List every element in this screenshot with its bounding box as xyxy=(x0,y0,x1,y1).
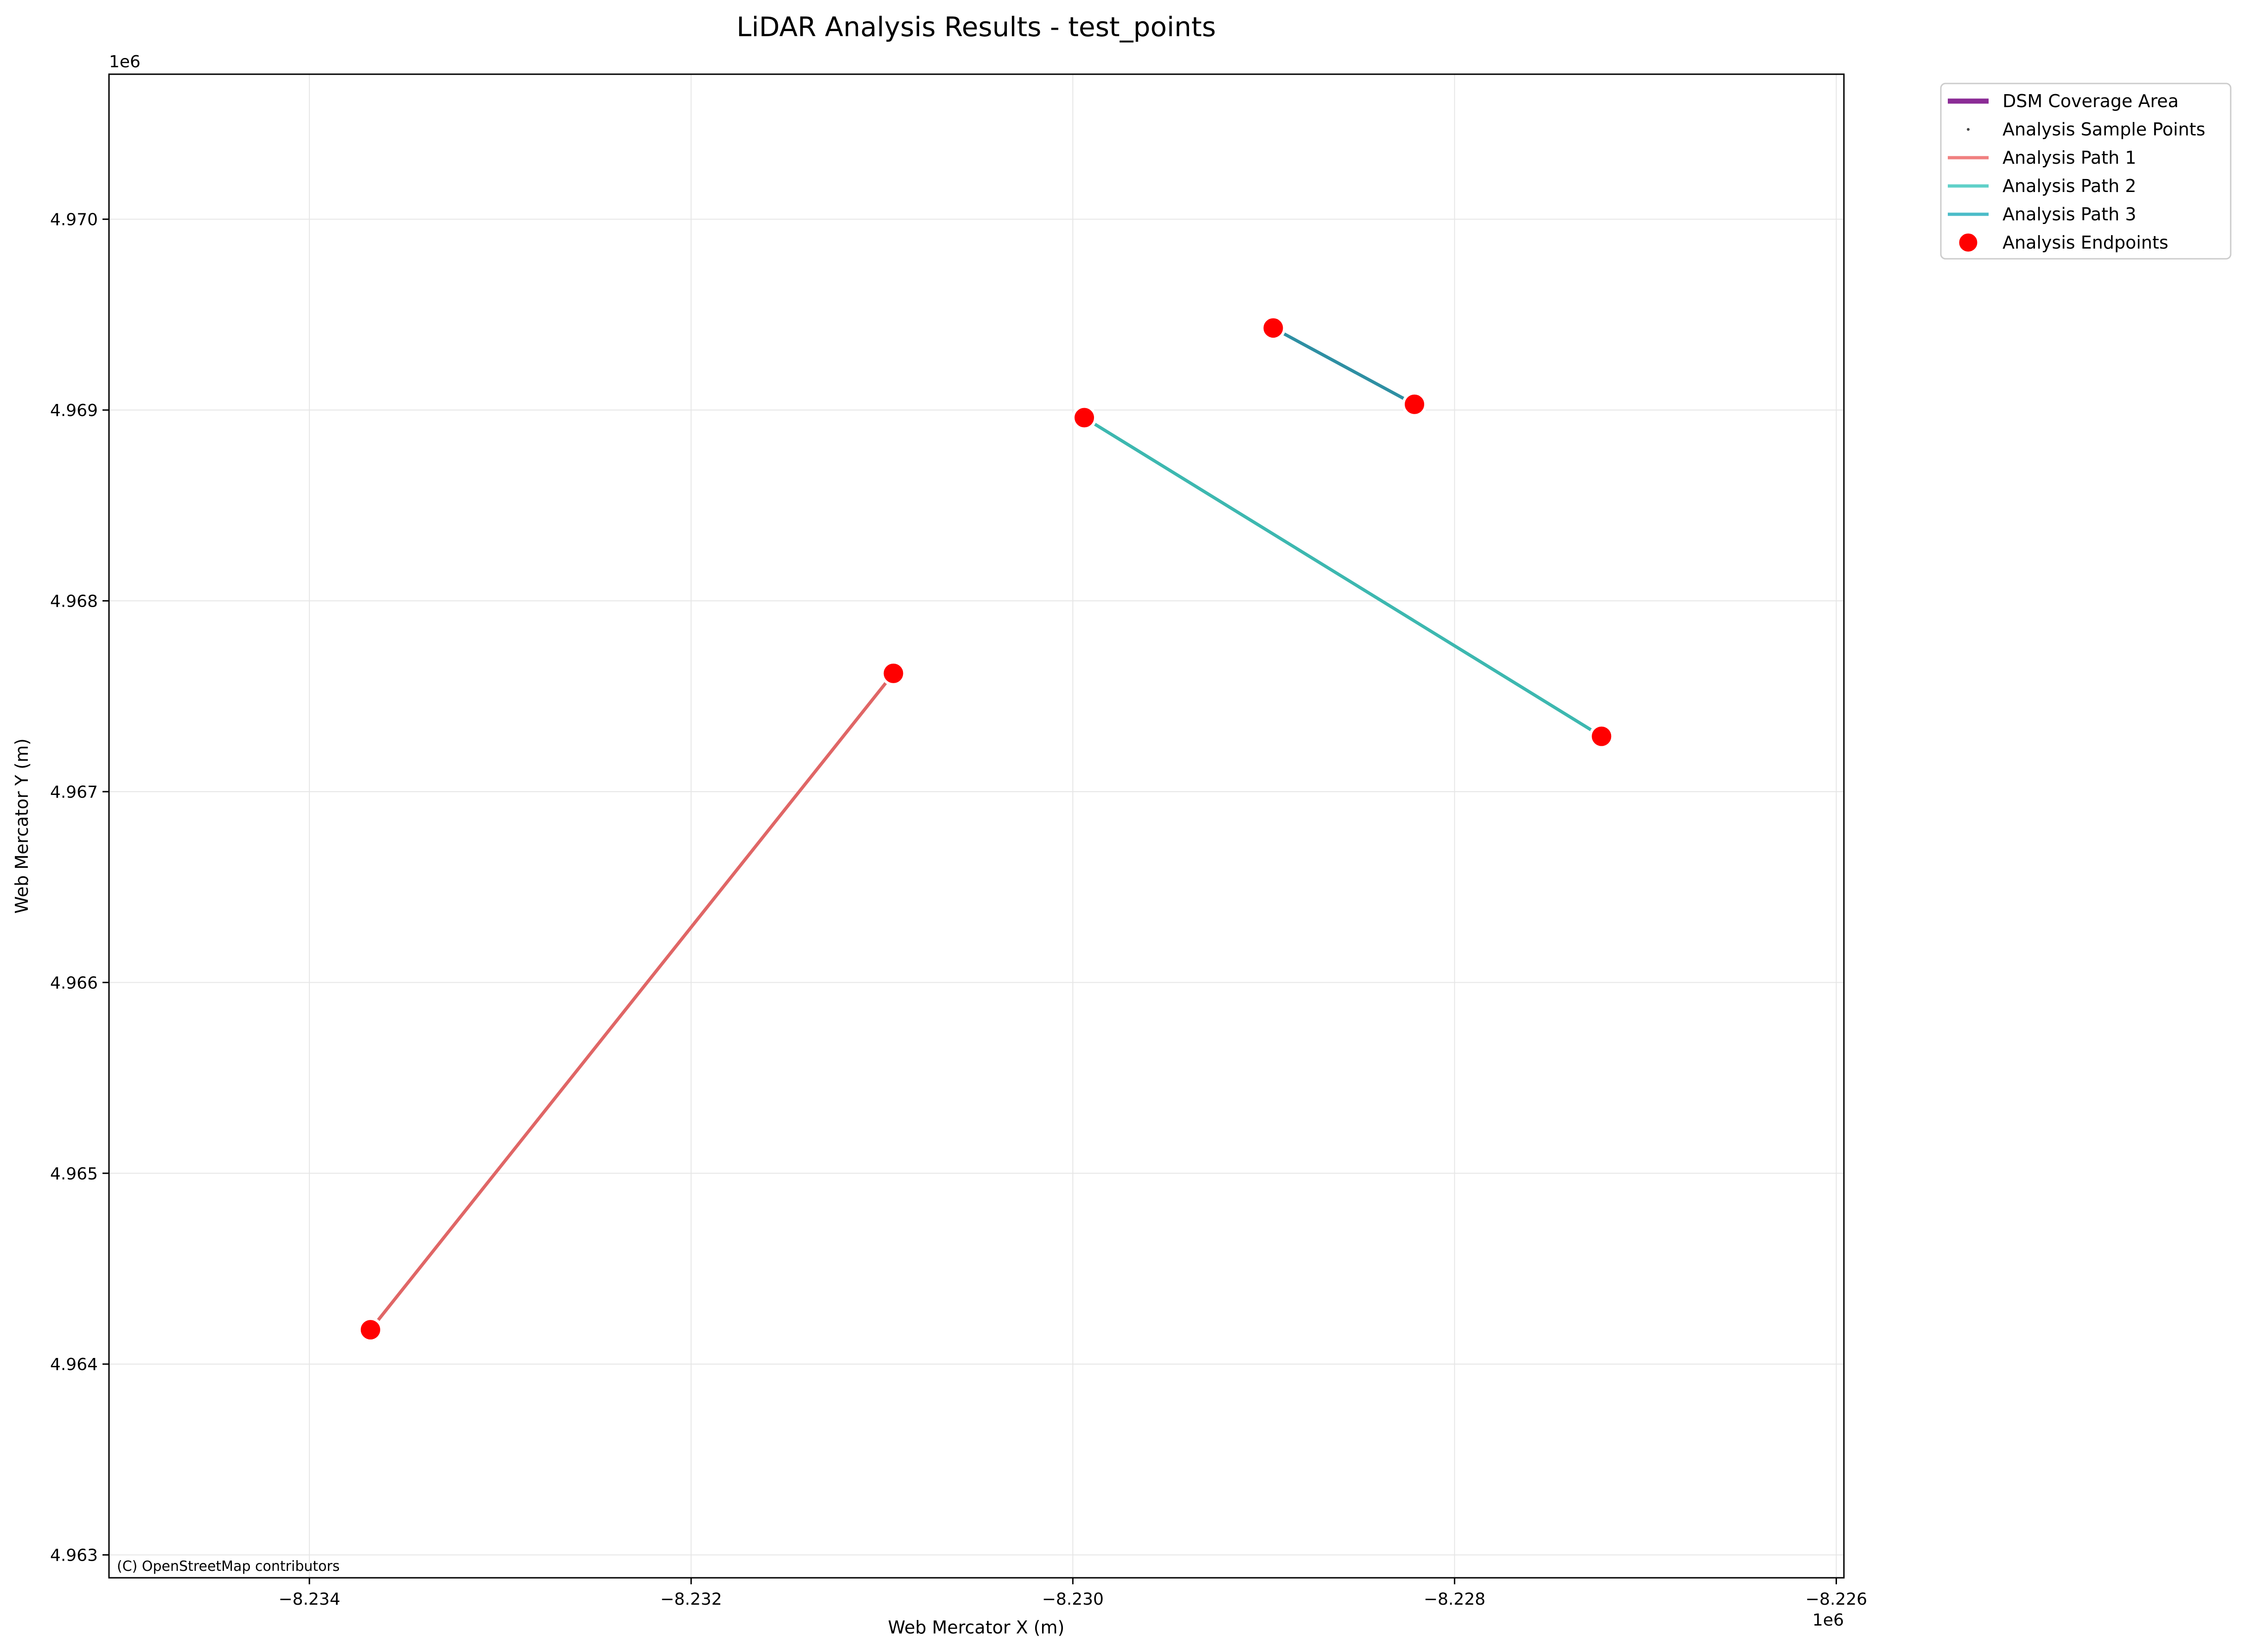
legend-swatch xyxy=(1967,128,1970,131)
endpoint-marker xyxy=(358,1317,383,1343)
x-offset-label: 1e6 xyxy=(1812,1611,1844,1630)
endpoint-marker xyxy=(1261,315,1286,341)
attribution-text: (C) OpenStreetMap contributors xyxy=(117,1558,339,1575)
y-tick-label: 4.970 xyxy=(50,211,98,230)
legend-label: DSM Coverage Area xyxy=(2003,91,2179,111)
x-tick-label: −8.232 xyxy=(660,1590,722,1609)
legend-item: Analysis Path 1 xyxy=(1948,147,2136,168)
endpoint-marker xyxy=(881,660,906,686)
y-tick-label: 4.965 xyxy=(50,1165,98,1184)
series-line-path-1 xyxy=(369,672,895,1332)
legend-item: Analysis Path 2 xyxy=(1948,176,2136,196)
y-offset-label: 1e6 xyxy=(109,52,141,71)
legend-item: Analysis Sample Points xyxy=(1967,119,2205,140)
y-tick-label: 4.969 xyxy=(50,401,98,420)
endpoints xyxy=(358,315,1614,1343)
legend: DSM Coverage Area Analysis Sample Points A… xyxy=(1940,83,2232,260)
legend-label: Analysis Path 1 xyxy=(2003,147,2136,168)
y-tick-label: 4.968 xyxy=(50,592,98,611)
y-tick-label: 4.964 xyxy=(50,1355,98,1374)
x-axis: −8.234 −8.232 −8.230 −8.228 −8.226 xyxy=(279,1578,1867,1609)
legend-label: Analysis Path 2 xyxy=(2003,176,2136,196)
legend-frame xyxy=(1940,83,2232,260)
legend-label: Analysis Path 3 xyxy=(2003,204,2136,224)
legend-item: Analysis Endpoints xyxy=(1957,231,2169,254)
endpoint-marker xyxy=(1402,391,1427,417)
legend-label: Analysis Endpoints xyxy=(2003,232,2169,253)
legend-item: DSM Coverage Area xyxy=(1948,91,2179,111)
x-tick-label: −8.226 xyxy=(1805,1590,1867,1609)
x-tick-label: −8.234 xyxy=(279,1590,340,1609)
y-tick-label: 4.963 xyxy=(50,1546,98,1565)
plot-area-frame xyxy=(108,73,1845,1579)
legend-label: Analysis Sample Points xyxy=(2003,119,2205,140)
endpoint-marker xyxy=(1589,724,1614,749)
endpoint-marker xyxy=(1072,405,1097,430)
x-tick-label: −8.230 xyxy=(1042,1590,1104,1609)
x-tick-label: −8.228 xyxy=(1424,1590,1485,1609)
chart-title: LiDAR Analysis Results - test_points xyxy=(736,11,1216,43)
series-line-path-3 xyxy=(1271,326,1416,406)
legend-item: Analysis Path 3 xyxy=(1948,204,2136,224)
x-axis-label: Web Mercator X (m) xyxy=(888,1617,1065,1638)
series-line-path-2 xyxy=(1082,416,1603,738)
y-axis: 4.963 4.964 4.965 4.966 4.967 4.968 4.969 4.970 xyxy=(50,211,109,1565)
grid xyxy=(109,74,1844,1578)
y-tick-label: 4.966 xyxy=(50,973,98,992)
legend-swatch xyxy=(1957,231,1980,254)
series xyxy=(369,326,1603,1332)
y-tick-label: 4.967 xyxy=(50,783,98,802)
y-axis-label: Web Mercator Y (m) xyxy=(12,738,32,914)
